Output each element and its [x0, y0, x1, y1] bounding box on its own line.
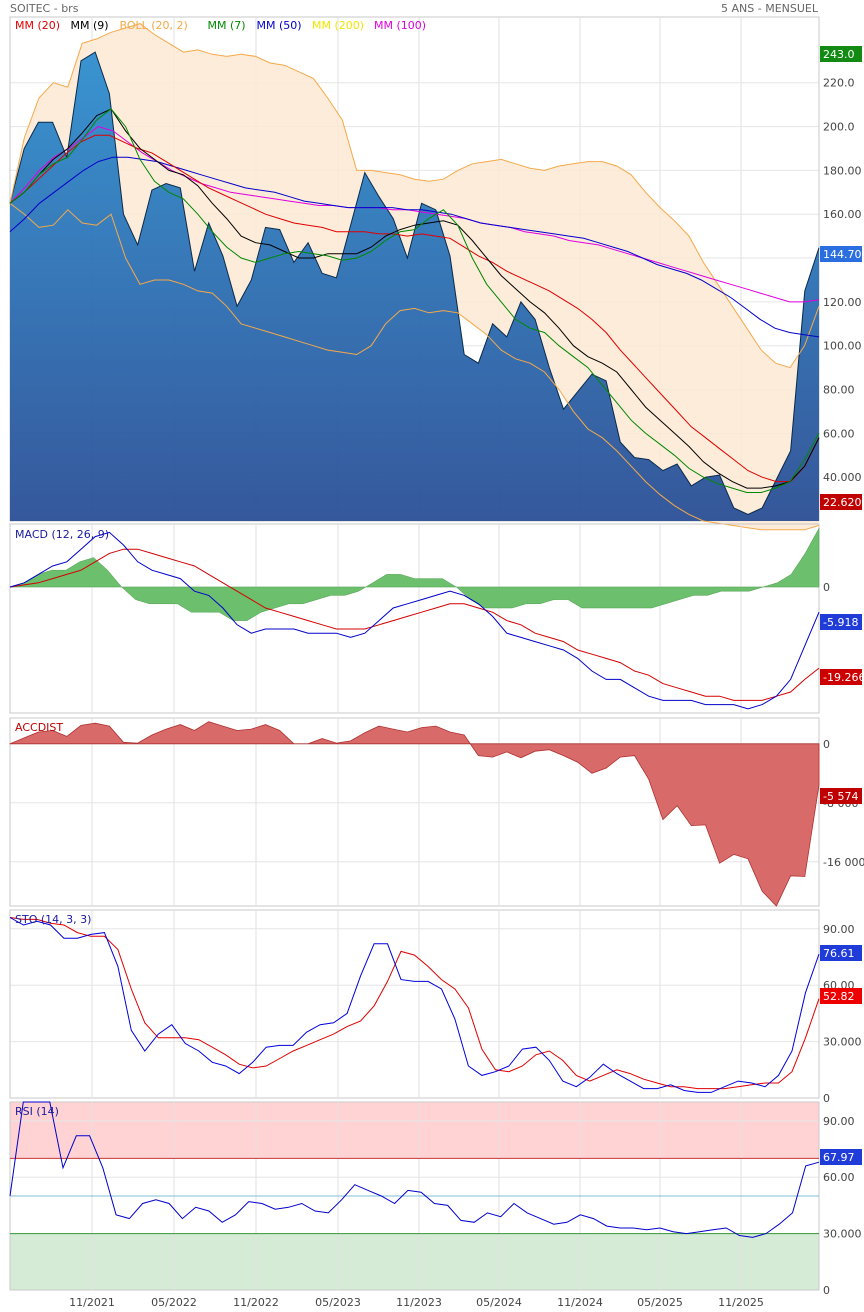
ytick-label: 30.000: [823, 1036, 862, 1049]
legend-mm20: MM (20): [15, 19, 60, 32]
mm7-line: [9, 108, 820, 493]
macd-signal-line: [9, 548, 820, 701]
ytick-label: 30.000: [823, 1228, 862, 1241]
macd-line: [9, 531, 820, 710]
sto-d-tag: 52.82: [820, 988, 862, 1004]
period-label: 5 ANS - MENSUEL: [721, 2, 818, 15]
rsi-overbought-zone: [10, 1102, 819, 1159]
legend-mm100: MM (100): [374, 19, 426, 32]
price-last-tag-bg: [820, 246, 862, 262]
legend-mm50: MM (50): [257, 19, 302, 32]
x-tick-label: 05/2023: [315, 1296, 361, 1309]
macd-signal-tag-bg: [820, 669, 862, 685]
sto-panel-vgrid: [91, 910, 742, 1098]
sto-k-tag: 76.61: [820, 945, 862, 961]
rsi-value-tag-text: 67.97: [823, 1151, 855, 1164]
price-last-tag-text: 144.70: [823, 248, 862, 261]
price-legend: MM (20) MM (9) BOLL (20, 2) MM (7) MM (50) MM…: [15, 19, 426, 32]
ytick-label: 100.00: [823, 340, 862, 353]
x-tick-label: 05/2022: [151, 1296, 197, 1309]
ytick-label: 90.00: [823, 923, 855, 936]
ytick-label: 200.0: [823, 121, 855, 134]
ytick-label: 60.00: [823, 1171, 855, 1184]
legend-boll: BOLL (20, 2): [120, 19, 188, 32]
x-tick-label: 11/2023: [396, 1296, 442, 1309]
sto-panel-frame: [9, 909, 820, 1099]
accdist-label: ACCDIST: [15, 721, 63, 734]
legend-mm7: MM (7): [208, 19, 246, 32]
macd-value-tag: -5.918: [820, 614, 862, 630]
rsi-value-tag-bg: [820, 1149, 862, 1165]
macd-histogram: [9, 528, 820, 621]
mm20-line: [9, 134, 820, 483]
rsi-oversold-zone: [10, 1233, 819, 1290]
ytick-label: 0: [823, 738, 830, 751]
sto-d-tag-bg: [820, 988, 862, 1004]
rsi-line: [9, 1101, 820, 1238]
ytick-label: 0: [823, 1284, 830, 1297]
legend-mm9: MM (9): [71, 19, 109, 32]
macd-value-tag-bg: [820, 614, 862, 630]
accdist-panel-frame: [9, 717, 820, 907]
rsi-value-tag: 67.97: [820, 1149, 862, 1165]
x-tick-label: 11/2022: [233, 1296, 279, 1309]
sto-k-line: [9, 917, 820, 1093]
ytick-label: 90.00: [823, 1115, 855, 1128]
price-area: [10, 52, 819, 521]
sto-d-tag-text: 52.82: [823, 990, 855, 1003]
bollinger-upper-line: [9, 23, 820, 369]
x-tick-label: 05/2024: [476, 1296, 522, 1309]
ytick-label: 180.00: [823, 164, 862, 177]
x-tick-label: 11/2024: [557, 1296, 603, 1309]
bollinger-lower-line: [9, 202, 820, 531]
ytick-label: 220.0: [823, 77, 855, 90]
accdist-value-tag: -5 574: [820, 788, 862, 804]
price-max-tag-text: 243.0: [823, 48, 855, 61]
macd-value-tag-text: -5.918: [823, 616, 858, 629]
x-tick-label: 11/2025: [718, 1296, 764, 1309]
macd-label: MACD (12, 26, 9): [15, 528, 109, 541]
ytick-label: 40.000: [823, 471, 862, 484]
ytick-label: 60.00: [823, 427, 855, 440]
ytick-label: 0: [823, 1092, 830, 1105]
ytick-label: 160.00: [823, 208, 862, 221]
price-min-tag: 22.620: [820, 494, 862, 510]
x-tick-label: 11/2021: [69, 1296, 115, 1309]
mm50-line: [9, 156, 820, 338]
mm100-line: [9, 126, 820, 303]
sto-d-line: [9, 917, 820, 1090]
sto-k-tag-text: 76.61: [823, 947, 855, 960]
macd-signal-tag: -19.266: [820, 669, 864, 685]
price-last-tag: 144.70: [820, 246, 862, 262]
ytick-label: 0: [823, 581, 830, 594]
ytick-label: -16 000: [823, 856, 864, 869]
macd-signal-tag-text: -19.266: [823, 671, 864, 684]
x-tick-label: 05/2025: [637, 1296, 683, 1309]
price-max-tag: 243.0: [820, 46, 862, 62]
ytick-label: 80.00: [823, 384, 855, 397]
ytick-label: 120.00: [823, 296, 862, 309]
macd-panel-vgrid: [91, 524, 742, 713]
accdist-value-tag-text: -5 574: [823, 790, 858, 803]
sto-label: STO (14, 3, 3): [15, 913, 91, 926]
price-line: [9, 51, 820, 515]
price-max-tag-bg: [820, 46, 862, 62]
accdist-value-tag-bg: [820, 788, 862, 804]
price-min-tag-bg: [820, 494, 862, 510]
price-min-tag-text: 22.620: [823, 496, 862, 509]
x-axis: 11/2021 05/2022 11/2022 05/2023 11/2023 05/20…: [69, 1296, 764, 1309]
sto-k-tag-bg: [820, 945, 862, 961]
mm9-line: [9, 108, 820, 489]
macd-panel-frame: [9, 523, 820, 714]
legend-mm200: MM (200): [312, 19, 364, 32]
chart-title: SOITEC - brs: [10, 2, 79, 15]
rsi-label: RSI (14): [15, 1105, 59, 1118]
accdist-area: [9, 721, 820, 907]
